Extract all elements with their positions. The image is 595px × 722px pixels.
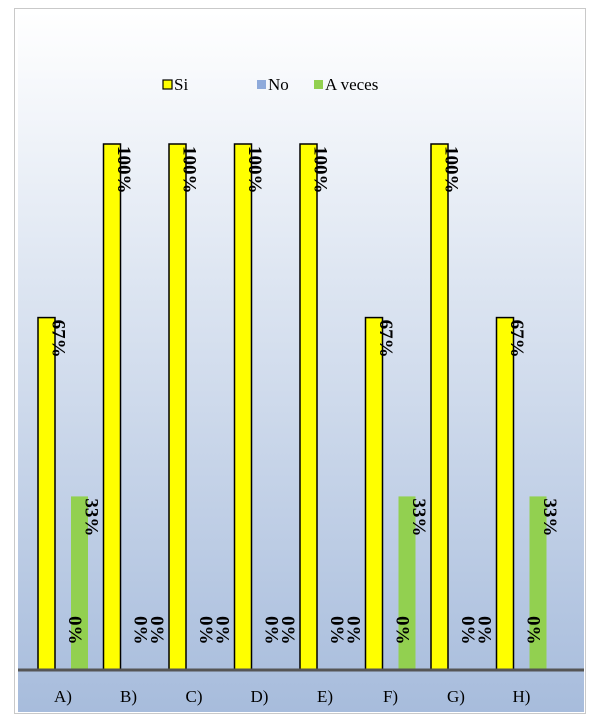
bar-2-0 bbox=[71, 496, 88, 670]
x-tick-label-7: H) bbox=[513, 687, 531, 706]
bar-0-4 bbox=[299, 143, 318, 671]
bar-0-7 bbox=[495, 316, 515, 671]
x-tick-label-6: G) bbox=[447, 687, 465, 706]
bar-2-7 bbox=[529, 496, 547, 670]
data-label-2-5: 33% bbox=[408, 498, 429, 536]
legend-swatch-2 bbox=[314, 80, 323, 89]
legend-label-0: Si bbox=[174, 75, 188, 94]
bar-0-3 bbox=[233, 143, 253, 671]
data-label-1-7: 0% bbox=[523, 616, 544, 645]
x-tick-label-3: D) bbox=[251, 687, 269, 706]
data-label-0-7: 67% bbox=[506, 320, 527, 358]
bars bbox=[37, 143, 547, 671]
data-label-0-2: 100% bbox=[179, 146, 200, 194]
data-label-1-4: 0% bbox=[326, 616, 347, 645]
data-label-1-3: 0% bbox=[261, 616, 282, 645]
bar-0-6 bbox=[430, 143, 449, 671]
legend-label-2: A veces bbox=[325, 75, 378, 94]
x-tick-label-4: E) bbox=[317, 687, 333, 706]
data-label-1-2: 0% bbox=[195, 616, 216, 645]
x-axis: A) B) C) D) E) F) G) H) bbox=[18, 668, 584, 706]
data-label-0-4: 100% bbox=[310, 146, 331, 194]
data-label-2-6: 0% bbox=[474, 616, 495, 645]
legend-swatch-0 bbox=[162, 79, 173, 90]
data-label-1-0: 0% bbox=[64, 616, 85, 645]
data-label-0-0: 67% bbox=[48, 320, 69, 358]
legend-swatch-1 bbox=[257, 80, 266, 89]
data-label-0-3: 100% bbox=[244, 146, 265, 194]
data-label-0-5: 67% bbox=[375, 320, 396, 358]
data-label-2-1: 0% bbox=[146, 616, 167, 645]
data-label-0-6: 100% bbox=[441, 146, 462, 194]
bar-0-1 bbox=[102, 143, 122, 671]
data-labels: 67%0%33%100%0%0%100%0%0%100%0%0%100%0%0%… bbox=[48, 146, 561, 645]
bar-0-0 bbox=[37, 316, 56, 671]
x-tick-label-2: C) bbox=[186, 687, 203, 706]
x-tick-label-1: B) bbox=[120, 687, 137, 706]
chart-frame: Si No A veces 67% 0% 33% 100% 0% 0% 100% 0% 0% 100%… bbox=[14, 8, 586, 714]
legend-label-1: No bbox=[268, 75, 289, 94]
data-label-1-6: 0% bbox=[457, 616, 478, 645]
data-label-0-1: 100% bbox=[113, 146, 134, 194]
bar-0-2 bbox=[168, 143, 187, 671]
legend: Si No A veces bbox=[162, 75, 378, 94]
data-label-2-7: 33% bbox=[539, 498, 560, 536]
data-label-1-5: 0% bbox=[392, 616, 413, 645]
data-label-1-1: 0% bbox=[130, 616, 151, 645]
bar-0-5 bbox=[364, 316, 384, 671]
data-label-2-4: 0% bbox=[343, 616, 364, 645]
x-tick-label-5: F) bbox=[383, 687, 398, 706]
bar-2-5 bbox=[398, 496, 416, 670]
data-label-2-3: 0% bbox=[277, 616, 298, 645]
data-label-2-2: 0% bbox=[212, 616, 233, 645]
x-tick-label-0: A) bbox=[54, 687, 72, 706]
bar-chart: Si No A veces 67%0%33%100%0%0%100%0%0%100%… bbox=[18, 12, 584, 712]
data-label-2-0: 33% bbox=[81, 498, 102, 536]
